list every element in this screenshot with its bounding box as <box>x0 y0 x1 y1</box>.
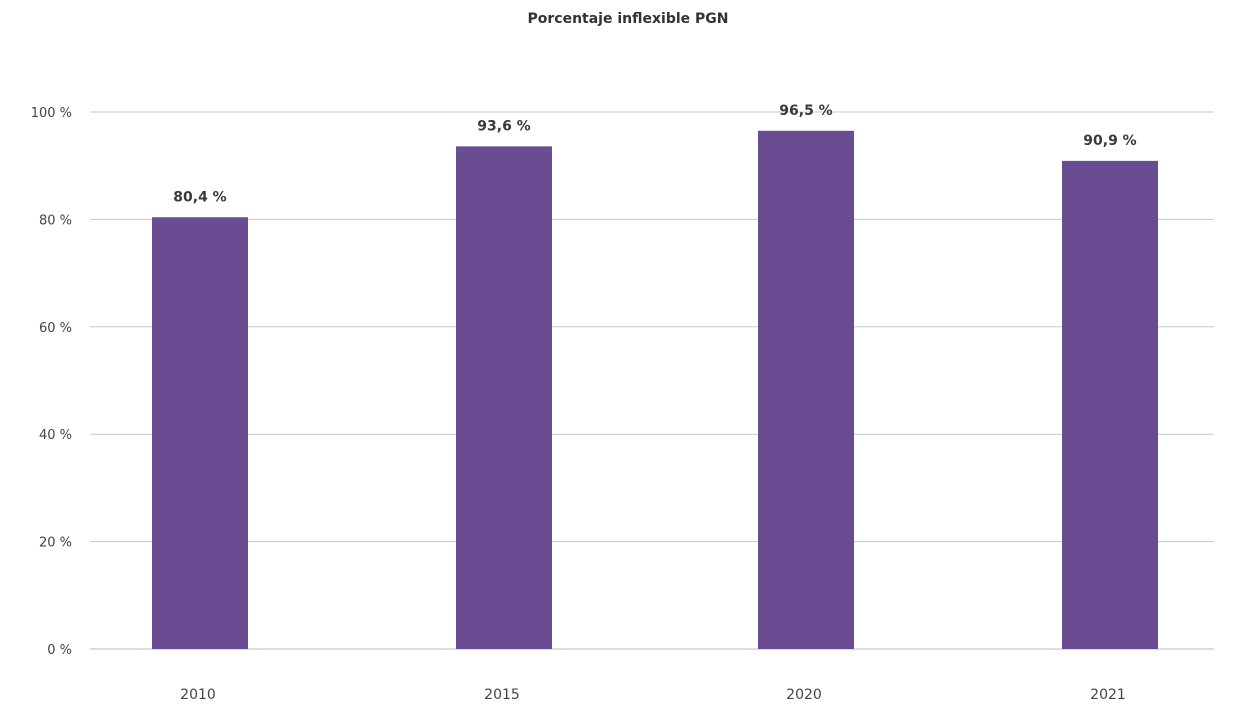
x-tick-label-2020: 2020 <box>786 687 822 703</box>
y-axis-ticks: 0 % 20 % 40 % 60 % 80 % 100 % <box>31 106 72 658</box>
bar-2020 <box>758 130 854 650</box>
data-label-2010: 80,4 % <box>173 189 226 205</box>
data-label-2020: 96,5 % <box>779 103 832 119</box>
x-axis-ticks: 2010 2015 2020 2021 <box>180 687 1126 703</box>
bar-2010 <box>152 217 248 649</box>
y-tick-label: 0 % <box>47 643 72 658</box>
grid-lines <box>90 111 1214 650</box>
y-tick-label: 60 % <box>39 321 72 336</box>
bars <box>152 130 1158 650</box>
y-tick-label: 100 % <box>31 106 72 121</box>
chart-title: Porcentaje inflexible PGN <box>527 11 729 27</box>
y-tick-label: 40 % <box>39 428 72 443</box>
x-tick-label-2010: 2010 <box>180 687 216 703</box>
bar-2015 <box>456 146 552 650</box>
x-tick-label-2015: 2015 <box>484 687 520 703</box>
data-label-2015: 93,6 % <box>477 118 530 134</box>
y-tick-label: 80 % <box>39 213 72 228</box>
bar-2021 <box>1062 160 1158 649</box>
x-tick-label-2021: 2021 <box>1090 687 1126 703</box>
data-label-2021: 90,9 % <box>1083 133 1136 149</box>
y-tick-label: 20 % <box>39 536 72 551</box>
data-labels: 80,4 % 93,6 % 96,5 % 90,9 % <box>173 103 1136 205</box>
